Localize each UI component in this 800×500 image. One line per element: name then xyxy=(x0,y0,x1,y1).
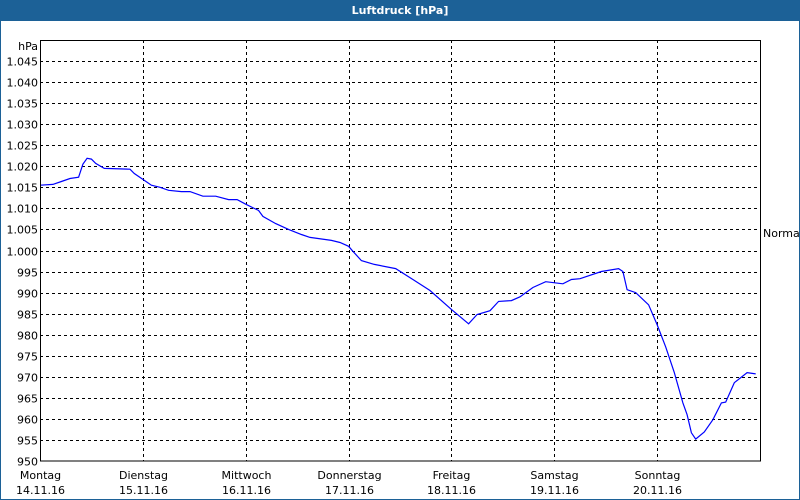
y-tick-label: 990 xyxy=(17,288,38,301)
window-title: Luftdruck [hPa] xyxy=(1,1,799,21)
x-tick-day-label: Samstag xyxy=(530,469,578,482)
grid xyxy=(40,40,760,461)
y-tick-label: 995 xyxy=(17,267,38,280)
y-tick-label: 950 xyxy=(17,456,38,469)
x-tick-date-label: 15.11.16 xyxy=(119,484,168,497)
y-tick-label: 1.030 xyxy=(7,119,39,132)
x-tick-day-label: Dienstag xyxy=(119,469,168,482)
y-axis: hPa 950 955 960 965 970 975 980 985 990 995 1.000 1… xyxy=(7,40,39,469)
x-tick-date-label: 18.11.16 xyxy=(427,484,476,497)
y-tick-label: 1.005 xyxy=(7,224,39,237)
normal-reference-label: Normal xyxy=(763,227,800,240)
y-tick-label: 1.035 xyxy=(7,98,39,111)
x-axis: Montag 14.11.16 Dienstag 15.11.16 Mittwoch 16… xyxy=(16,469,682,497)
y-tick-label: 1.015 xyxy=(7,182,39,195)
y-tick-label: 1.040 xyxy=(7,77,39,90)
x-tick-day-label: Mittwoch xyxy=(222,469,272,482)
y-axis-unit-label: hPa xyxy=(18,40,38,53)
series-group xyxy=(39,157,756,440)
y-tick-label: 1.000 xyxy=(7,246,39,259)
x-tick-date-label: 20.11.16 xyxy=(633,484,682,497)
x-tick-day-label: Freitag xyxy=(433,469,471,482)
y-tick-label: 960 xyxy=(17,414,38,427)
x-tick-day-label: Sonntag xyxy=(635,469,681,482)
x-tick-date-label: 14.11.16 xyxy=(16,484,65,497)
y-tick-label: 1.010 xyxy=(7,203,39,216)
y-tick-label: 1.045 xyxy=(7,56,39,69)
x-tick-day-label: Donnerstag xyxy=(317,469,381,482)
x-tick-date-label: 17.11.16 xyxy=(325,484,374,497)
y-tick-label: 970 xyxy=(17,372,38,385)
x-tick-date-label: 16.11.16 xyxy=(222,484,271,497)
y-tick-label: 955 xyxy=(17,435,38,448)
y-tick-label: 1.025 xyxy=(7,140,39,153)
y-tick-label: 965 xyxy=(17,393,38,406)
y-tick-label: 975 xyxy=(17,351,38,364)
y-tick-label: 980 xyxy=(17,330,38,343)
x-tick-date-label: 19.11.16 xyxy=(530,484,579,497)
x-tick-day-label: Montag xyxy=(20,469,61,482)
plot-frame xyxy=(40,40,761,462)
pressure-line xyxy=(39,157,756,440)
y-tick-label: 985 xyxy=(17,309,38,322)
y-tick-label: 1.020 xyxy=(7,161,39,174)
